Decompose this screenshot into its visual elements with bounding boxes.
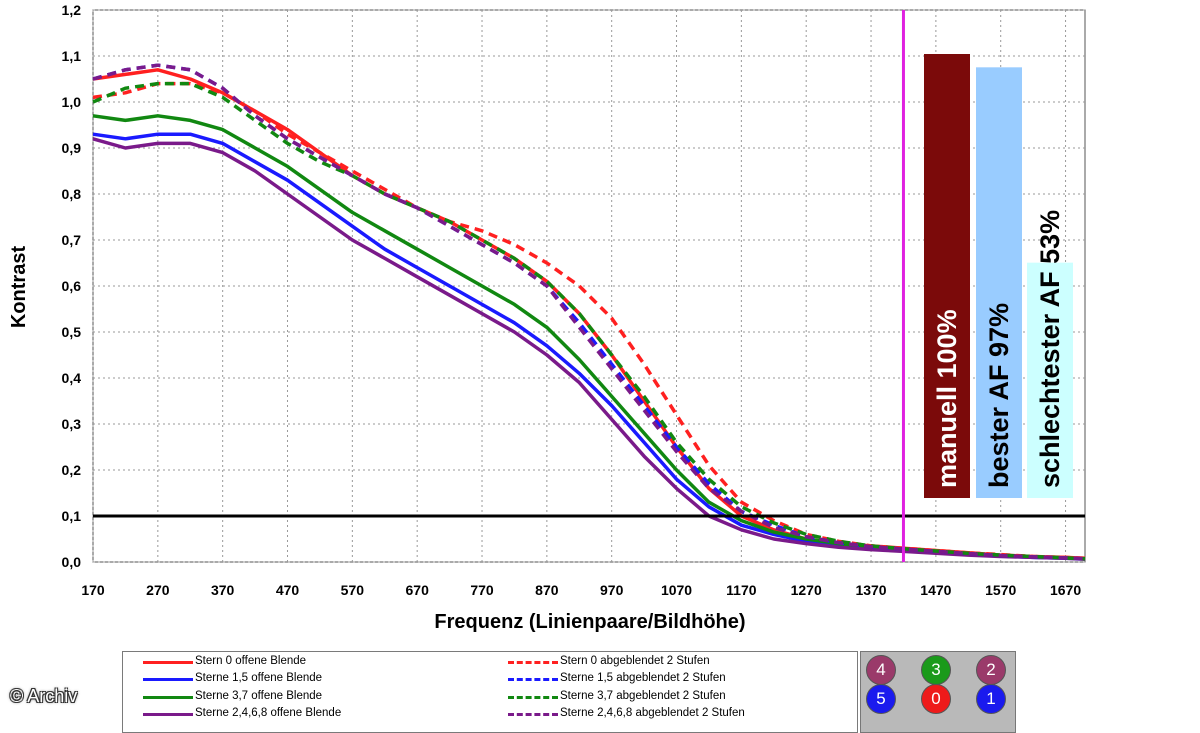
x-tick-label: 670 [406, 582, 430, 598]
y-tick-label: 1,0 [62, 94, 82, 110]
watermark: © Archiv [10, 686, 78, 706]
legend: Stern 0 offene Blende Sterne 1,5 offene B… [122, 651, 858, 733]
legend-entry: Sterne 2,4,6,8 offene Blende [195, 707, 342, 719]
bar-label: schlechtester AF 53% [1035, 210, 1065, 488]
y-tick-label: 0,2 [62, 462, 82, 478]
y-tick-label: 0,8 [62, 186, 82, 202]
legend-entry: Sterne 1,5 offene Blende [195, 672, 323, 684]
x-tick-label: 1370 [855, 582, 886, 598]
x-tick-label: 1270 [791, 582, 822, 598]
series-line [92, 81, 1086, 561]
series-line [92, 63, 1086, 561]
star-key: 4 [866, 655, 896, 685]
series-group [92, 63, 1086, 561]
star-key: 1 [976, 684, 1006, 714]
legend-swatch [143, 661, 193, 664]
legend-entry: Stern 0 abgeblendet 2 Stufen [560, 655, 710, 667]
y-axis-title: Kontrast [8, 246, 30, 329]
legend-swatch [508, 696, 558, 699]
x-tick-label: 170 [81, 582, 105, 598]
bar-label: bester AF 97% [984, 303, 1014, 488]
y-tick-label: 0,1 [62, 508, 82, 524]
series-line [92, 137, 1086, 561]
bar [1027, 262, 1073, 498]
legend-swatch [508, 661, 558, 664]
legend-entry: Sterne 2,4,6,8 abgeblendet 2 Stufen [560, 707, 745, 719]
x-tick-label: 570 [341, 582, 365, 598]
x-tick-label: 1070 [661, 582, 692, 598]
bar-label: manuell 100% [932, 309, 962, 488]
tick-labels: 170 270 370 470 570 670 770 870 970 1070 1170 1270 1… [62, 2, 1082, 598]
star-key: 0 [921, 684, 951, 714]
x-axis-title: Frequenz (Linienpaare/Bildhöhe) [434, 611, 745, 633]
x-tick-label: 1670 [1050, 582, 1081, 598]
y-tick-label: 0,5 [62, 324, 82, 340]
legend-swatch [508, 713, 558, 716]
legend-entry: Sterne 3,7 offene Blende [195, 690, 323, 702]
bar [924, 54, 970, 498]
y-tick-label: 0,4 [62, 370, 82, 386]
x-tick-label: 970 [600, 582, 624, 598]
star-key: 3 [921, 655, 951, 685]
legend-swatch [143, 678, 193, 681]
bar [976, 67, 1022, 498]
x-tick-label: 1170 [726, 582, 757, 598]
x-tick-label: 1470 [920, 582, 951, 598]
y-tick-label: 0,0 [62, 554, 82, 570]
y-tick-label: 0,7 [62, 232, 82, 248]
legend-entry: Sterne 1,5 abgeblendet 2 Stufen [560, 672, 726, 684]
bar-group: manuell 100% bester AF 97% schlechtester A… [924, 54, 1073, 498]
legend-entry: Stern 0 offene Blende [195, 655, 307, 667]
grid-lines [92, 9, 1086, 563]
y-tick-label: 1,1 [62, 48, 82, 64]
legend-swatch [143, 713, 193, 716]
reference-lines [93, 10, 1085, 562]
star-key: 2 [976, 655, 1006, 685]
x-tick-label: 370 [211, 582, 235, 598]
star-key: 5 [866, 684, 896, 714]
y-tick-label: 0,9 [62, 140, 82, 156]
x-tick-label: 870 [535, 582, 559, 598]
legend-swatch [143, 696, 193, 699]
y-tick-label: 0,3 [62, 416, 82, 432]
legend-entry: Sterne 3,7 abgeblendet 2 Stufen [560, 690, 726, 702]
x-tick-label: 270 [146, 582, 170, 598]
x-tick-label: 1570 [985, 582, 1016, 598]
y-tick-label: 0,6 [62, 278, 82, 294]
x-tick-label: 470 [276, 582, 300, 598]
legend-swatch [508, 678, 558, 681]
y-tick-label: 1,2 [62, 2, 82, 18]
x-tick-label: 770 [470, 582, 494, 598]
